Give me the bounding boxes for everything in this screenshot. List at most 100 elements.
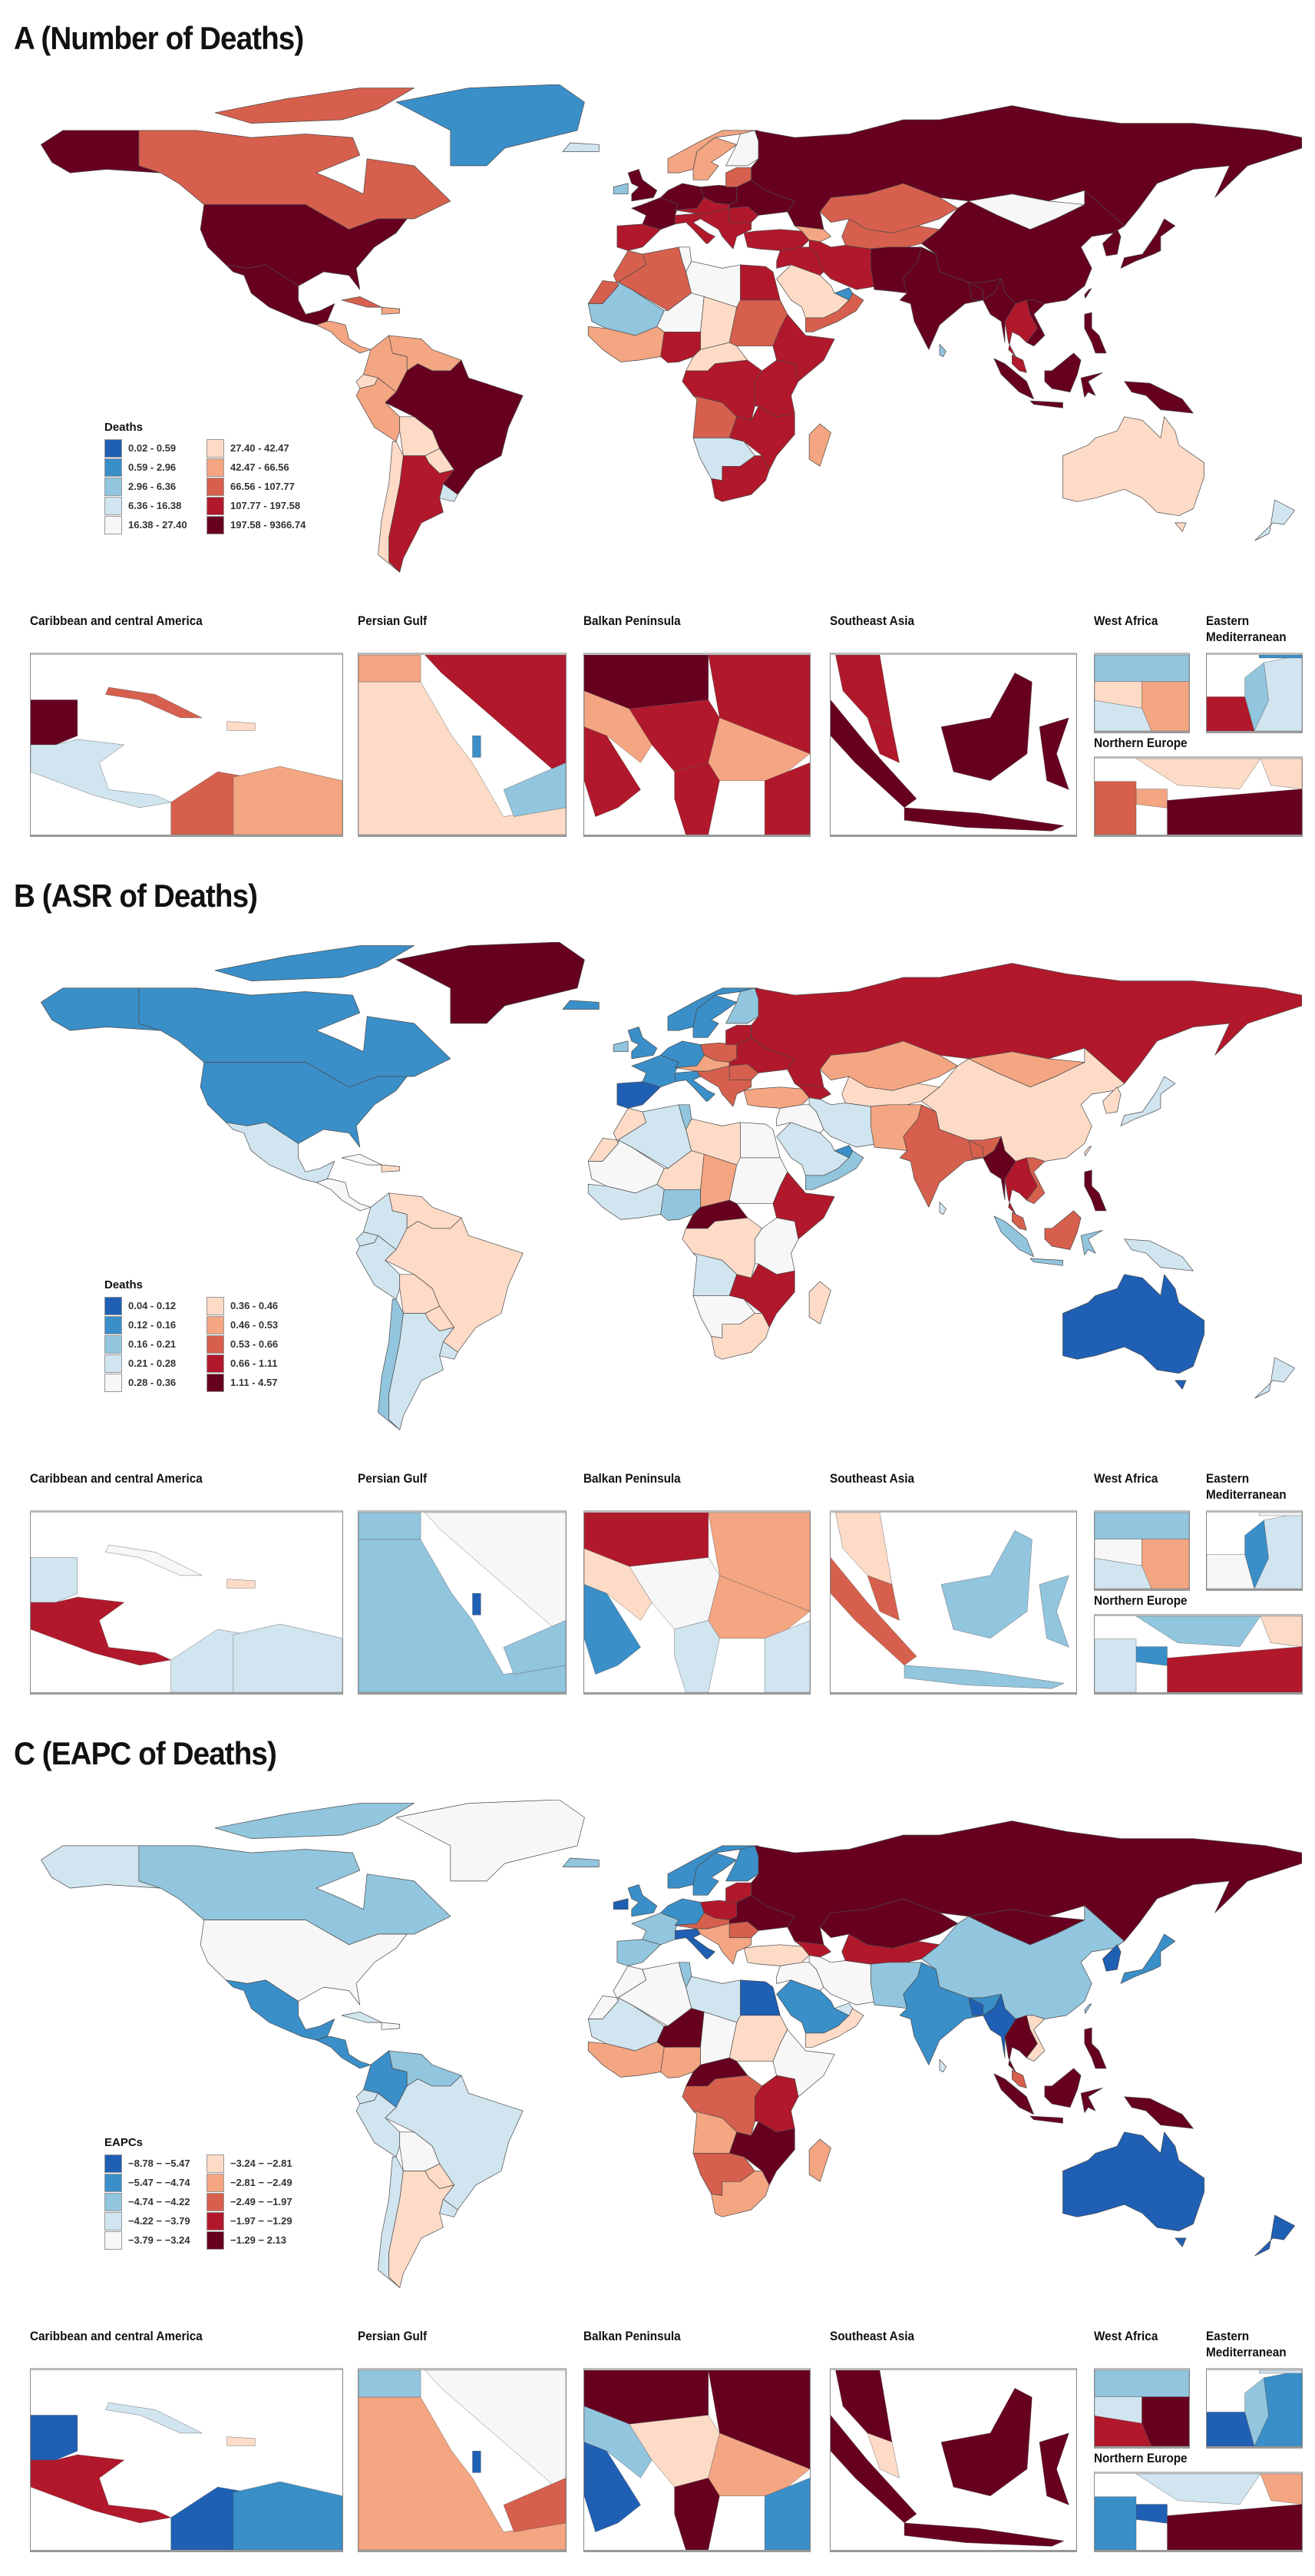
legend-item: −2.49 − −1.97 xyxy=(207,2192,298,2211)
map-region-nz xyxy=(1254,1357,1295,1399)
map-region-japan xyxy=(1120,1076,1176,1126)
map-region-philippines xyxy=(1084,312,1107,354)
inset-region xyxy=(584,1585,641,1675)
inset-title-balkan: Balkan Peninsula xyxy=(583,2329,681,2343)
legend-item: 0.28 - 0.36 xyxy=(104,1373,196,1392)
map-legend: EAPCs −8.78 − −5.47 −5.47 − −4.74 −4.74 − … xyxy=(104,2136,298,2250)
map-region-java xyxy=(1029,400,1063,408)
legend-swatch xyxy=(207,2211,224,2230)
legend-item: 1.11 - 4.57 xyxy=(207,1373,298,1392)
legend-swatch xyxy=(104,1315,122,1334)
map-region-srilanka xyxy=(939,344,947,357)
map-region-greenland xyxy=(395,942,585,1024)
inset-region xyxy=(1095,2497,1136,2550)
map-region-stans xyxy=(841,1933,940,1965)
inset-region xyxy=(765,2478,810,2550)
map-region-iceland xyxy=(562,1857,600,1867)
legend-item: 0.02 - 0.59 xyxy=(104,438,196,458)
legend-label: 0.02 - 0.59 xyxy=(128,442,177,454)
map-region-arctic xyxy=(214,1803,415,1839)
map-region-sulawesi xyxy=(1080,1229,1103,1255)
inset-region xyxy=(425,2370,566,2496)
inset-region xyxy=(1142,2397,1189,2446)
inset-region xyxy=(473,2451,481,2472)
legend-column-red: 0.36 - 0.46 0.46 - 0.53 0.53 - 0.66 0.66 - … xyxy=(207,1296,298,1392)
inset-region xyxy=(584,727,641,817)
inset-region xyxy=(31,1558,78,1603)
inset-region xyxy=(473,1593,481,1615)
map-region-iberia xyxy=(616,1081,661,1109)
inset-region xyxy=(31,700,78,746)
map-region-tasmania xyxy=(1175,522,1187,532)
map-region-levant xyxy=(776,1104,824,1133)
inset-region xyxy=(1095,1558,1151,1589)
legend-item: 0.46 - 0.53 xyxy=(207,1315,298,1334)
world-choropleth-map xyxy=(41,84,1302,573)
inset-region xyxy=(1136,789,1168,809)
inset-map-westafrica xyxy=(1094,653,1190,733)
map-region-japan xyxy=(1120,218,1176,269)
legend-label: 0.59 - 2.96 xyxy=(128,461,177,473)
inset-region xyxy=(31,1597,171,1665)
panel-title: A (Number of Deaths) xyxy=(14,20,304,56)
legend-item: 0.59 - 2.96 xyxy=(104,458,196,477)
inset-region xyxy=(1168,2505,1302,2550)
map-region-arctic xyxy=(214,88,415,124)
inset-map-persian xyxy=(358,2368,567,2552)
map-region-argentina xyxy=(388,455,454,573)
legend-item: −4.22 − −3.79 xyxy=(104,2211,196,2230)
map-region-taiwan xyxy=(1084,288,1092,299)
inset-region xyxy=(31,739,171,808)
inset-region xyxy=(1260,2474,1302,2505)
map-region-ireland xyxy=(613,1040,629,1053)
inset-region xyxy=(358,682,566,835)
map-legend: Deaths 0.02 - 0.59 0.59 - 2.96 2.96 - 6.36… xyxy=(104,421,306,534)
map-region-eastafrica xyxy=(754,2075,799,2133)
legend-label: −1.29 − 2.13 xyxy=(230,2234,287,2246)
map-region-eastafrica xyxy=(754,1217,799,1275)
legend-label: 42.47 - 66.56 xyxy=(230,461,289,473)
map-region-yemen xyxy=(805,293,864,332)
legend-item: 197.58 - 9366.74 xyxy=(207,515,306,534)
inset-region xyxy=(867,718,900,763)
inset-region xyxy=(675,1620,720,1692)
map-region-egypt xyxy=(740,1122,781,1159)
map-region-uruguay xyxy=(439,2198,458,2217)
legend-label: −5.47 − −4.74 xyxy=(128,2177,190,2188)
map-region-sumatra xyxy=(993,2073,1035,2115)
inset-map-northeurope xyxy=(1094,1614,1303,1695)
legend-label: 0.21 - 0.28 xyxy=(128,1357,177,1369)
legend-swatch xyxy=(104,2192,122,2211)
map-region-stans xyxy=(841,218,940,250)
map-region-thailand xyxy=(1004,1157,1038,1215)
map-region-centralam xyxy=(316,321,372,354)
inset-region xyxy=(1260,759,1302,789)
map-region-sweden xyxy=(692,994,738,1038)
map-region-uae xyxy=(834,2002,854,2016)
panel-title: B (ASR of Deaths) xyxy=(14,878,258,914)
inset-map-caribbean xyxy=(30,1510,343,1695)
map-region-southafrica xyxy=(711,1313,770,1360)
map-region-stans xyxy=(841,1076,940,1107)
legend-item: −5.47 − −4.74 xyxy=(104,2173,196,2192)
legend-item: −4.74 − −4.22 xyxy=(104,2192,196,2211)
legend-swatch xyxy=(207,1315,224,1334)
map-region-vietnam xyxy=(1026,299,1046,347)
inset-map-westafrica xyxy=(1094,1510,1190,1591)
inset-region xyxy=(1136,2505,1168,2524)
map-region-malaysia xyxy=(1012,354,1027,373)
map-region-italy xyxy=(675,1070,715,1102)
inset-region xyxy=(227,2437,256,2446)
map-region-nz xyxy=(1254,2214,1295,2257)
inset-title-northeurope: Northern Europe xyxy=(1094,736,1188,750)
inset-region xyxy=(473,736,481,757)
figure-panel-b: B (ASR of Deaths) Deaths 0.04 - 0.12 0.12… xyxy=(0,858,1315,1715)
legend-swatch xyxy=(104,2211,122,2230)
inset-region xyxy=(1095,782,1136,835)
inset-region xyxy=(904,1665,1064,1688)
inset-region xyxy=(1039,2433,1069,2505)
inset-region xyxy=(904,2523,1064,2546)
inset-region xyxy=(31,2455,171,2523)
map-region-cuba xyxy=(341,296,382,308)
inset-region xyxy=(31,2416,78,2461)
